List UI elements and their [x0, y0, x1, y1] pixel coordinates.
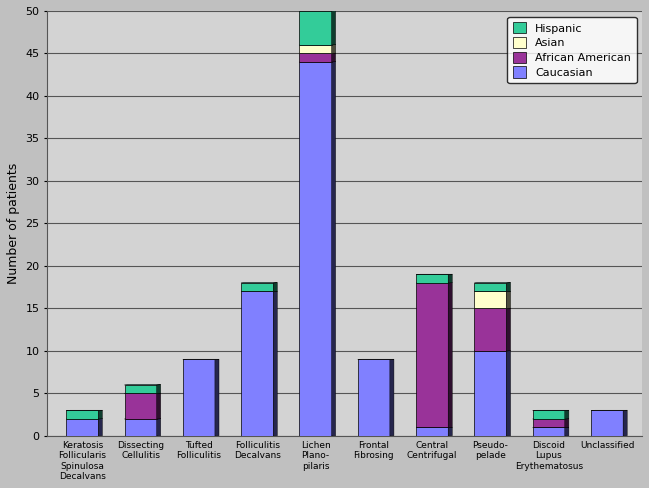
Bar	[125, 419, 156, 436]
Polygon shape	[332, 11, 336, 45]
Bar	[125, 385, 156, 393]
Polygon shape	[565, 419, 569, 427]
Polygon shape	[623, 410, 627, 436]
Bar	[66, 419, 98, 436]
Polygon shape	[332, 53, 336, 62]
Bar	[474, 308, 506, 351]
Polygon shape	[506, 283, 511, 291]
Bar	[533, 419, 565, 427]
Polygon shape	[565, 427, 569, 436]
Polygon shape	[332, 61, 336, 436]
Bar	[416, 283, 448, 427]
Bar	[474, 291, 506, 308]
Bar	[299, 45, 332, 54]
Legend: Hispanic, Asian, African American, Caucasian: Hispanic, Asian, African American, Cauca…	[508, 17, 637, 83]
Bar	[125, 393, 156, 419]
Polygon shape	[506, 308, 511, 351]
Bar	[299, 54, 332, 62]
Bar	[416, 427, 448, 436]
Polygon shape	[156, 393, 161, 419]
Polygon shape	[98, 410, 103, 419]
Bar	[474, 351, 506, 436]
Bar	[183, 360, 215, 436]
Polygon shape	[506, 291, 511, 308]
Bar	[533, 427, 565, 436]
Polygon shape	[156, 385, 161, 393]
Polygon shape	[506, 351, 511, 436]
Bar	[416, 274, 448, 283]
Polygon shape	[215, 359, 219, 436]
Bar	[299, 62, 332, 436]
Polygon shape	[273, 291, 277, 436]
Bar	[241, 291, 273, 436]
Polygon shape	[390, 359, 394, 436]
Polygon shape	[98, 419, 103, 436]
Bar	[591, 410, 623, 436]
Bar	[358, 360, 390, 436]
Polygon shape	[273, 283, 277, 291]
Polygon shape	[332, 44, 336, 54]
Polygon shape	[156, 419, 161, 436]
Y-axis label: Number of patients: Number of patients	[7, 163, 20, 284]
Polygon shape	[448, 427, 452, 436]
Bar	[66, 410, 98, 419]
Polygon shape	[448, 283, 452, 427]
Bar	[241, 283, 273, 291]
Polygon shape	[565, 410, 569, 419]
Bar	[533, 410, 565, 419]
Polygon shape	[448, 274, 452, 283]
Bar	[299, 11, 332, 45]
Bar	[474, 283, 506, 291]
